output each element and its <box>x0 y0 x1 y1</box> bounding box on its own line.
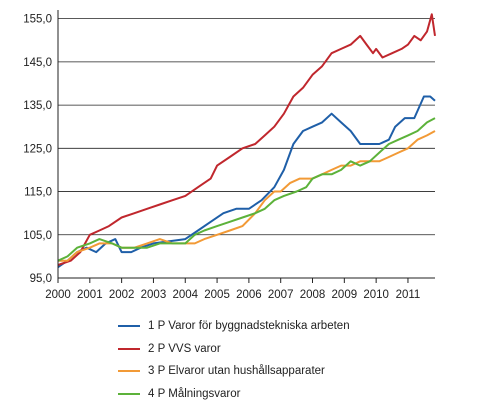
x-tick-label: 2002 <box>109 289 135 301</box>
y-tick-label: 125,0 <box>23 143 52 155</box>
y-tick-label: 105,0 <box>23 230 52 242</box>
x-tick-label: 2007 <box>268 289 294 301</box>
x-tick-label: 2000 <box>45 289 71 301</box>
y-tick-label: 135,0 <box>23 100 52 112</box>
series-line-3 <box>58 130 436 262</box>
x-tick-label: 2009 <box>332 289 358 301</box>
series-line-4 <box>57 117 436 262</box>
legend-item-2: 2 P VVS varor <box>118 338 350 361</box>
legend-swatch-2 <box>118 347 140 350</box>
x-tick-label: 2004 <box>172 289 198 301</box>
series-line-2 <box>57 13 436 266</box>
legend-item-1: 1 P Varor för byggnadstekniska arbeten <box>118 315 350 338</box>
legend: 1 P Varor för byggnadstekniska arbeten 2… <box>118 315 350 405</box>
series-line-1 <box>57 95 436 269</box>
y-tick-labels: 95,0 105,0 115,0 125,0 135,0 145,0 155,0 <box>23 14 52 285</box>
y-tick-label: 115,0 <box>24 187 52 199</box>
grid-lines <box>58 18 435 236</box>
legend-label-3: 3 P Elvaror utan hushållsapparater <box>148 365 325 378</box>
x-tick-label: 2003 <box>141 289 167 301</box>
legend-item-4: 4 P Målningsvaror <box>118 383 350 406</box>
x-tick-label: 2006 <box>236 289 262 301</box>
x-tick-labels: 2000 2001 2002 2003 2004 2005 2006 2007 2008 2009… <box>45 289 420 301</box>
x-tick-label: 2008 <box>300 289 326 301</box>
x-tick-label: 2010 <box>363 289 389 301</box>
series-lines <box>57 13 436 269</box>
x-tick-label: 2001 <box>77 289 103 301</box>
legend-swatch-3 <box>118 370 140 373</box>
legend-swatch-1 <box>118 325 140 328</box>
y-tick-label: 155,0 <box>23 14 52 26</box>
legend-item-3: 3 P Elvaror utan hushållsapparater <box>118 360 350 383</box>
y-tick-label: 95,0 <box>30 273 52 285</box>
y-tick-label: 145,0 <box>23 57 52 69</box>
x-tick-label: 2011 <box>396 289 421 301</box>
legend-label-1: 1 P Varor för byggnadstekniska arbeten <box>148 320 350 333</box>
legend-label-4: 4 P Målningsvaror <box>148 387 241 400</box>
legend-swatch-4 <box>118 392 140 395</box>
x-tick-label: 2005 <box>204 289 230 301</box>
axes <box>57 10 435 283</box>
legend-label-2: 2 P VVS varor <box>148 342 221 355</box>
